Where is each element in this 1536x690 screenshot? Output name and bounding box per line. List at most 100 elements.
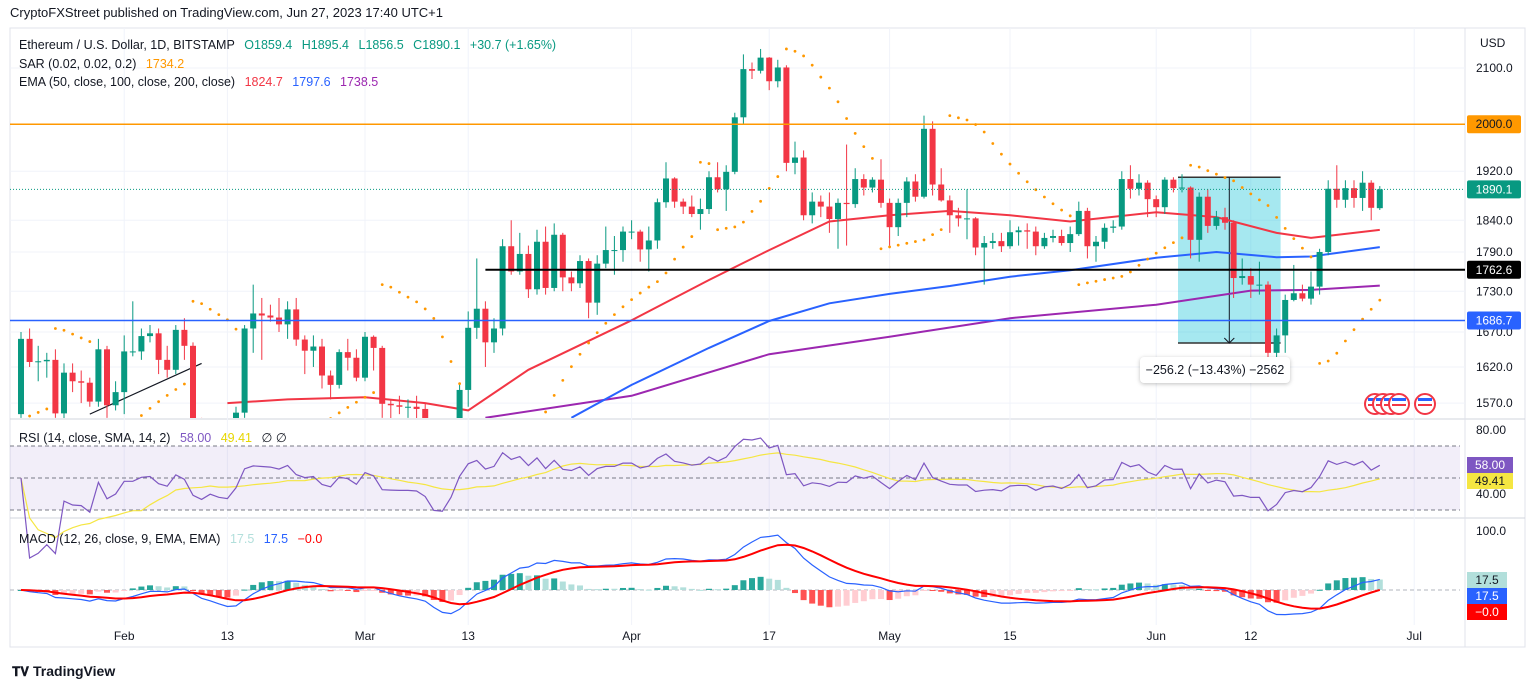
candle-body xyxy=(413,406,420,409)
macd-histogram-bar xyxy=(611,588,618,590)
sar-dot xyxy=(690,235,694,238)
candle-body xyxy=(774,67,781,82)
sar-dot xyxy=(1172,241,1175,245)
candle-body xyxy=(121,351,128,393)
macd-histogram-bar xyxy=(1101,588,1108,590)
candle-body xyxy=(1007,232,1013,247)
sar-dot xyxy=(1309,255,1313,259)
candle-body xyxy=(155,333,162,360)
sar-dot xyxy=(896,243,900,247)
rsi-line xyxy=(20,437,1381,559)
tradingview-logo[interactable]: 𝐓𝐕 TradingView xyxy=(12,663,115,680)
sar-value: 1734.2 xyxy=(145,57,185,71)
macd-histogram-bar xyxy=(276,581,282,590)
candle-body xyxy=(499,246,506,329)
sar-dot xyxy=(321,423,324,426)
sar-dot xyxy=(1223,176,1227,179)
sar-dot xyxy=(1197,165,1201,169)
sar-dot xyxy=(346,406,350,409)
sar-dot xyxy=(234,327,238,331)
macd-histogram-bar xyxy=(181,586,188,590)
candle-body xyxy=(688,206,695,215)
macd-histogram-bar xyxy=(671,586,678,590)
sar-dot xyxy=(131,422,134,425)
us-flag-event-icon[interactable] xyxy=(1414,393,1436,415)
macd-histogram-bar xyxy=(921,590,927,591)
sar-dot xyxy=(355,400,358,404)
sar-dot xyxy=(1060,208,1063,212)
macd-histogram-bar xyxy=(946,590,953,594)
macd-line xyxy=(20,534,1380,616)
macd-histogram-bar xyxy=(430,590,437,601)
candle-body xyxy=(714,177,721,190)
candle-body xyxy=(1265,284,1271,353)
sar-dot xyxy=(337,411,341,415)
candle-body xyxy=(525,253,532,290)
sar-dot xyxy=(423,307,427,311)
us-flag-event-icon[interactable] xyxy=(1388,393,1410,415)
price-label-badge xyxy=(1467,115,1521,134)
macd-histogram-bar xyxy=(1187,588,1194,590)
macd-legend: MACD (12, 26, close, 9, EMA, EMA) 17.5 1… xyxy=(19,532,328,546)
macd-value-badge-text: −0.0 xyxy=(1475,605,1499,619)
sar-dot xyxy=(552,393,556,397)
ema200-line xyxy=(485,284,1380,418)
sar-dot xyxy=(148,406,152,410)
time-tick-label: Jul xyxy=(1407,629,1422,643)
sar-dot xyxy=(828,86,831,90)
measure-label: −256.2 (−13.43%) −2562 xyxy=(1140,357,1290,383)
price-tick-label: 1920.0 xyxy=(1476,164,1513,178)
last-price-badge xyxy=(1467,180,1521,199)
symbol-name[interactable]: Ethereum / U.S. Dollar, 1D, BITSTAMP xyxy=(19,38,235,52)
ema-label[interactable]: EMA (50, close, 100, close, 200, close) xyxy=(19,75,236,89)
macd-histogram-bar xyxy=(362,590,368,591)
macd-label[interactable]: MACD (12, 26, close, 9, EMA, EMA) xyxy=(19,532,221,546)
macd-histogram-bar xyxy=(912,590,919,596)
candle-body xyxy=(172,329,179,370)
sar-dot xyxy=(1369,307,1373,311)
sar-dot xyxy=(879,247,883,251)
macd-histogram-bar xyxy=(104,590,110,593)
candle-body xyxy=(628,231,635,233)
macd-histogram-bar xyxy=(542,578,549,590)
candle-body xyxy=(95,349,102,402)
candle-body xyxy=(1127,179,1134,189)
macd-histogram-bar xyxy=(860,590,867,602)
sar-label[interactable]: SAR (0.02, 0.02, 0.2) xyxy=(19,57,137,71)
sar-dot xyxy=(1000,152,1003,156)
macd-histogram-bar xyxy=(129,588,136,590)
sar-dot xyxy=(630,298,633,302)
sar-dot xyxy=(303,436,306,439)
candle-body xyxy=(241,328,248,413)
sar-dot xyxy=(458,382,461,385)
sar-dot xyxy=(759,199,762,203)
sar-dot xyxy=(570,365,573,369)
candle-body xyxy=(1144,182,1151,200)
candle-body xyxy=(26,338,33,362)
sar-dot xyxy=(208,307,212,311)
macd-histogram-bar xyxy=(448,590,454,601)
sar-dot xyxy=(1249,192,1253,196)
sar-dot xyxy=(638,291,642,295)
macd-histogram-bar xyxy=(749,578,755,590)
candle-body xyxy=(654,202,661,241)
candle-body xyxy=(43,359,50,362)
macd-histogram-bar xyxy=(1015,590,1022,594)
candle-body xyxy=(860,179,867,188)
candle-body xyxy=(912,181,919,197)
rsi-ma-value: 49.41 xyxy=(220,431,252,445)
candle-body xyxy=(1058,236,1065,244)
macd-histogram-bar xyxy=(878,590,884,600)
macd-histogram-bar xyxy=(792,590,798,594)
change-value: +30.7 (+1.65%) xyxy=(469,38,557,52)
candle-body xyxy=(534,241,540,290)
sar-dot xyxy=(862,145,866,149)
rsi-label[interactable]: RSI (14, close, SMA, 14, 2) xyxy=(19,431,171,445)
sar-dot xyxy=(389,285,393,289)
macd-histogram-bar xyxy=(112,590,119,593)
macd-histogram-bar xyxy=(800,590,807,601)
sar-legend: SAR (0.02, 0.02, 0.2) 1734.2 xyxy=(19,57,190,71)
candle-body xyxy=(1084,210,1091,247)
candle-body xyxy=(1015,230,1022,233)
